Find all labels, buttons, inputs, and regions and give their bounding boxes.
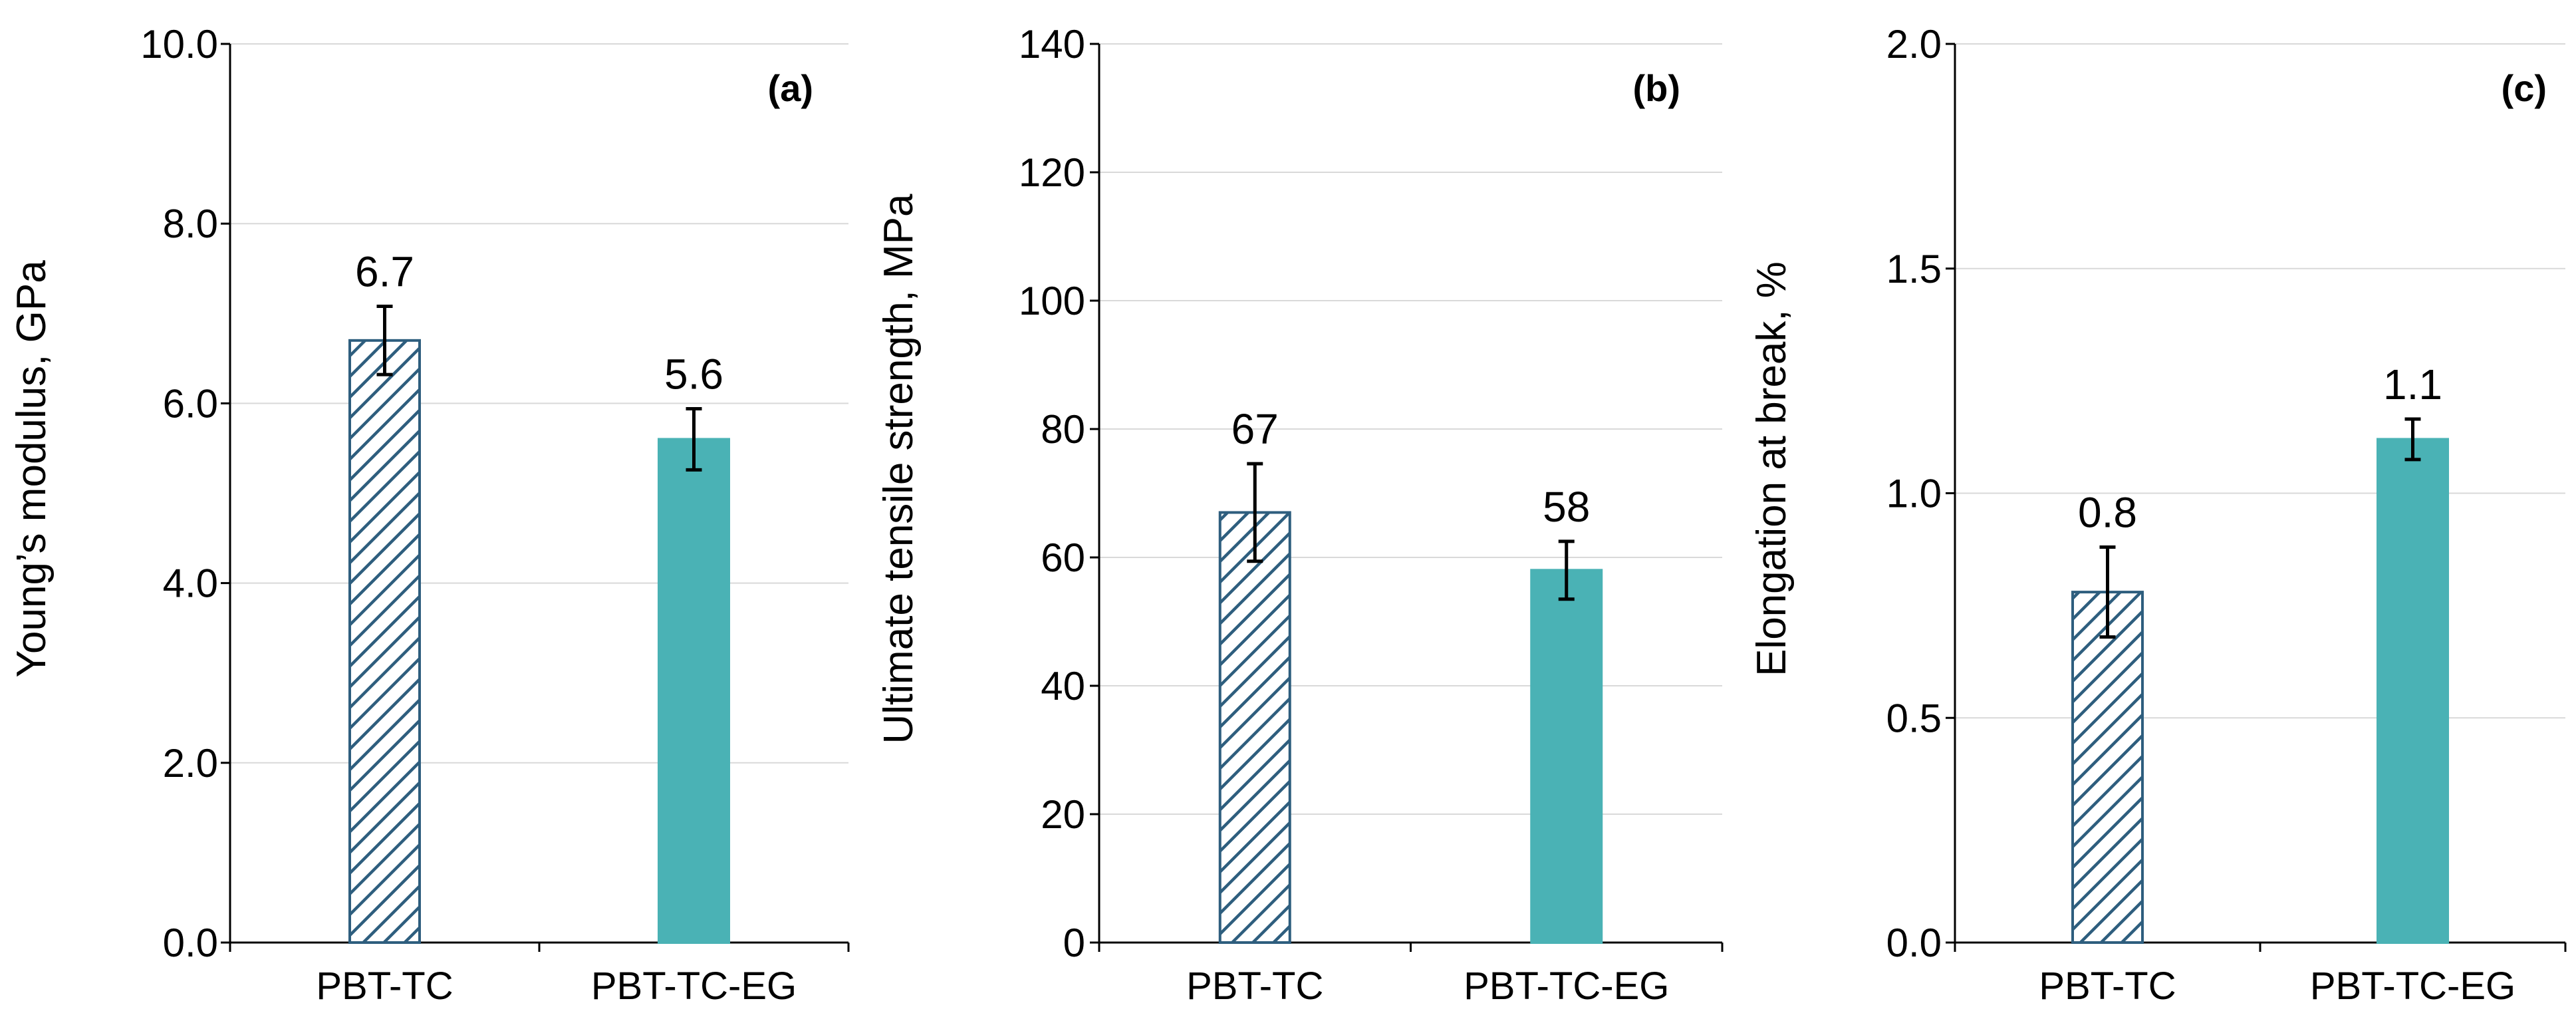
bars: 67 58 xyxy=(1218,405,1603,944)
y-tick-label: 1.5 xyxy=(1886,247,1942,291)
panel-label: (c) xyxy=(2502,67,2547,109)
y-tick-label: 140 xyxy=(1019,22,1085,67)
panel-label: (b) xyxy=(1632,67,1680,109)
data-label: 0.8 xyxy=(2078,489,2137,537)
panel-a: 0.0 2.0 4.0 6.0 8.0 10.0 PBT-TC PBT-TC-EG 6.7 5… xyxy=(9,22,850,1008)
y-tick-label: 1.0 xyxy=(1886,472,1942,516)
y-tick-label: 10.0 xyxy=(140,22,218,67)
y-tick-label: 2.0 xyxy=(1886,22,1942,67)
bar xyxy=(1218,511,1291,944)
x-tick-label: PBT-TC xyxy=(2039,964,2176,1008)
y-axis-title: Ultimate tensile strength, MPa xyxy=(876,194,922,744)
y-tick-label: 40 xyxy=(1041,664,1085,708)
bars: 0.8 1.1 xyxy=(2071,361,2449,944)
y-axis-title: Young’s modulus, GPa xyxy=(9,260,55,678)
y-tick-label: 0 xyxy=(1063,921,1085,965)
y-tick-label: 80 xyxy=(1041,407,1085,452)
data-label: 5.6 xyxy=(664,351,723,398)
x-tick-label: PBT-TC-EG xyxy=(591,964,797,1008)
y-tick-label: 6.0 xyxy=(163,381,218,426)
y-axis: 0.0 0.5 1.0 1.5 2.0 xyxy=(1886,22,1956,965)
grid-lines xyxy=(230,43,848,764)
data-label: 58 xyxy=(1543,483,1590,531)
y-tick-label: 100 xyxy=(1019,279,1085,323)
y-tick-label: 0.0 xyxy=(1886,921,1942,965)
data-label: 67 xyxy=(1231,405,1279,453)
bar xyxy=(348,339,421,944)
data-label: 1.1 xyxy=(2383,361,2442,408)
x-tick-label: PBT-TC xyxy=(316,964,453,1008)
x-axis: PBT-TC PBT-TC-EG xyxy=(1954,941,2567,1008)
grid-lines xyxy=(1955,43,2565,719)
x-tick-label: PBT-TC-EG xyxy=(1464,964,1669,1008)
y-tick-label: 8.0 xyxy=(163,202,218,246)
x-axis: PBT-TC PBT-TC-EG xyxy=(229,941,850,1008)
y-tick-label: 0.5 xyxy=(1886,696,1942,740)
y-tick-label: 120 xyxy=(1019,150,1085,195)
bar xyxy=(1530,569,1603,944)
x-tick-label: PBT-TC-EG xyxy=(2310,964,2515,1008)
bar xyxy=(2377,438,2449,944)
x-axis: PBT-TC PBT-TC-EG xyxy=(1098,941,1724,1008)
panel-label: (a) xyxy=(768,67,813,109)
y-tick-label: 60 xyxy=(1041,535,1085,580)
data-label: 6.7 xyxy=(355,247,414,295)
y-tick-label: 2.0 xyxy=(163,741,218,786)
y-axis: 0 20 40 60 80 100 120 140 xyxy=(1019,22,1100,965)
x-tick-label: PBT-TC xyxy=(1186,964,1323,1008)
panel-c: 0.0 0.5 1.0 1.5 2.0 PBT-TC PBT-TC-EG 0.8 1.1 E… xyxy=(1749,22,2567,1008)
y-tick-label: 0.0 xyxy=(163,921,218,965)
bar xyxy=(2071,591,2144,944)
y-tick-label: 20 xyxy=(1041,792,1085,837)
grid-lines xyxy=(1099,43,1722,815)
bars: 6.7 5.6 xyxy=(348,247,730,944)
y-tick-label: 4.0 xyxy=(163,561,218,606)
y-axis: 0.0 2.0 4.0 6.0 8.0 10.0 xyxy=(140,22,231,965)
bar xyxy=(658,438,730,944)
y-axis-title: Elongation at break, % xyxy=(1749,261,1795,676)
